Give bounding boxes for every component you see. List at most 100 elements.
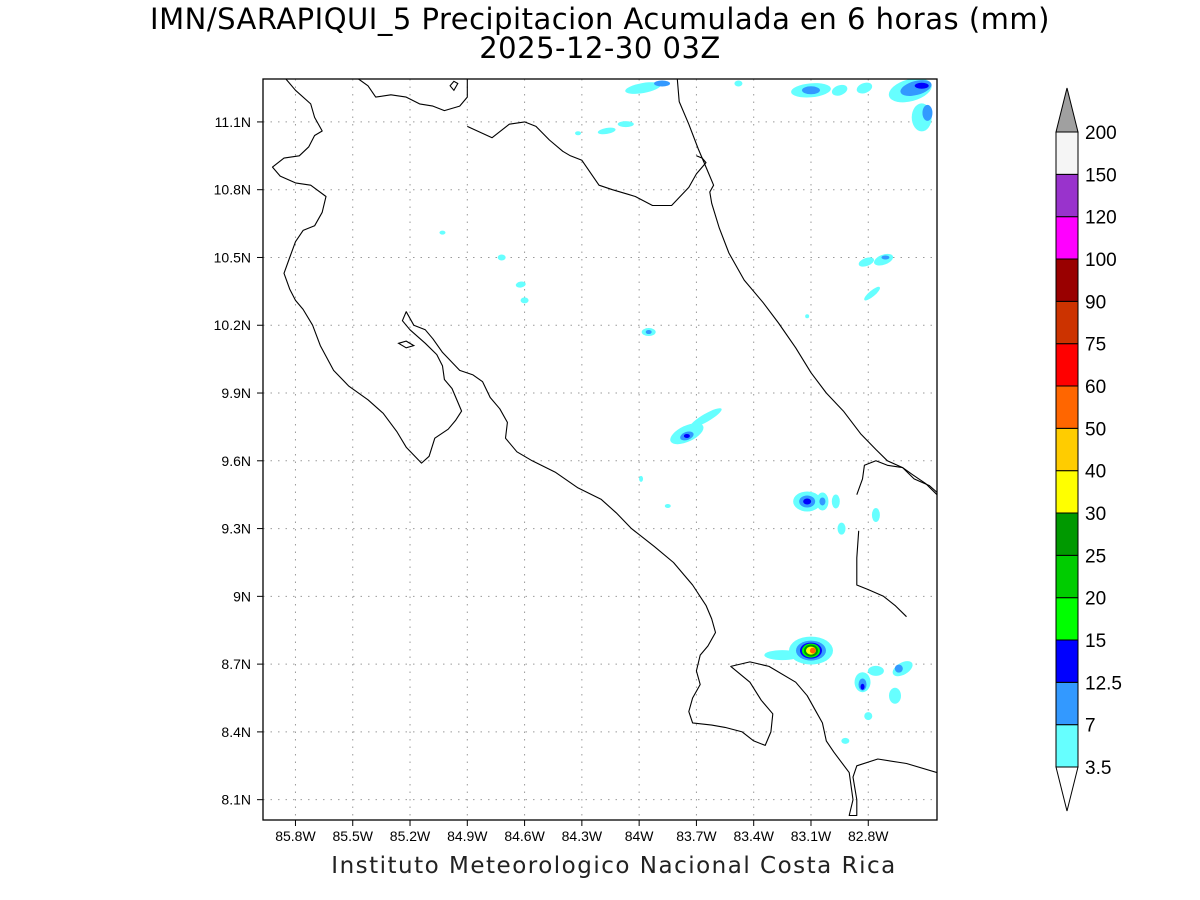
- lat-tick-label: 9N: [233, 588, 251, 604]
- colorbar-label: 20: [1085, 589, 1106, 610]
- plot-frame: [262, 78, 938, 821]
- lat-tick-label: 10.2N: [214, 317, 251, 333]
- map-timestamp: 2025-12-30 03Z: [479, 31, 721, 65]
- island-outline: [449, 80, 459, 92]
- coastline: [676, 79, 937, 493]
- colorbar-swatch: [1055, 597, 1079, 641]
- colorbar-label: 40: [1085, 462, 1106, 483]
- precip-cell: [864, 286, 880, 301]
- lat-tick-label: 10.8N: [214, 182, 251, 198]
- lon-tick-label: 83.1W: [791, 828, 832, 844]
- precip-cell: [819, 497, 826, 506]
- precip-cell: [664, 503, 671, 508]
- colorbar-legend: 3.5 7 12.5 15 20 25 30 40 50 60 75 90 100 120 150 200: [1055, 87, 1122, 812]
- colorbar-label: 25: [1085, 546, 1106, 567]
- lon-tick-label: 83.7W: [676, 828, 717, 844]
- precip-cell: [803, 498, 812, 505]
- lon-tick-label: 83.4W: [733, 828, 774, 844]
- precip-cell: [831, 84, 848, 96]
- lat-tick-label: 8.4N: [221, 724, 251, 740]
- coastline: [856, 460, 937, 496]
- coastline: [358, 79, 468, 112]
- precipitation-contours: [439, 79, 933, 744]
- colorbar-label: 15: [1085, 631, 1106, 652]
- precip-cell: [690, 408, 722, 428]
- map-title: IMN/SARAPIQUI_5 Precipitacion Acumulada …: [150, 2, 1050, 36]
- precip-cell: [654, 80, 671, 87]
- graticule-grid: [263, 79, 937, 820]
- precip-cell: [841, 737, 850, 744]
- colorbar-swatch: [1055, 427, 1079, 472]
- colorbar-swatch: [1055, 724, 1079, 768]
- colorbar-swatch: [1055, 300, 1079, 345]
- lon-tick-label: 82.8W: [848, 828, 889, 844]
- precip-cell: [809, 647, 816, 654]
- colorbar-swatch: [1055, 258, 1079, 302]
- precip-cell: [515, 281, 526, 288]
- coastline: [271, 79, 937, 817]
- lat-tick-label: 10.5N: [214, 249, 251, 265]
- precip-cell: [805, 314, 810, 319]
- coastline-boundaries: [271, 79, 937, 817]
- colorbar-swatch: [1055, 173, 1079, 218]
- island-outline: [397, 340, 416, 349]
- precip-cell: [764, 650, 801, 661]
- colorbar-label: 3.5: [1085, 758, 1111, 779]
- precip-cell: [922, 104, 933, 121]
- colorbar-label: 90: [1085, 292, 1106, 313]
- colorbar-label: 30: [1085, 504, 1106, 525]
- precip-cell: [858, 257, 874, 267]
- lon-tick-label: 85.8W: [275, 828, 316, 844]
- precip-cell: [894, 664, 903, 673]
- precip-cell: [625, 82, 661, 94]
- lon-tick-label: 84.3W: [562, 828, 603, 844]
- precip-cell: [597, 127, 616, 135]
- precip-cell: [864, 712, 873, 721]
- colorbar-swatch: [1055, 216, 1079, 260]
- precip-cell: [881, 255, 890, 260]
- colorbar-swatch: [1055, 385, 1079, 429]
- colorbar-swatch: [1055, 131, 1079, 175]
- precip-cell: [439, 230, 446, 235]
- colorbar-swatch: [1055, 470, 1079, 514]
- precip-cell: [497, 254, 506, 261]
- coastline: [467, 121, 707, 207]
- precip-cell: [867, 665, 884, 676]
- lat-tick-label: 9.6N: [221, 453, 251, 469]
- latitude-axis: 11.1N 10.8N 10.5N 10.2N 9.9N 9.6N 9.3N 9N 8.7N 8.…: [214, 114, 263, 808]
- colorbar-label: 7: [1085, 716, 1096, 737]
- lat-tick-label: 9.3N: [221, 521, 251, 537]
- colorbar-label: 50: [1085, 419, 1106, 440]
- colorbar-label: 100: [1085, 250, 1117, 271]
- colorbar-label: 150: [1085, 165, 1117, 186]
- lon-tick-label: 85.5W: [333, 828, 374, 844]
- colorbar-under-triangle: [1055, 766, 1079, 812]
- lat-tick-label: 8.1N: [221, 792, 251, 808]
- lon-tick-label: 84.9W: [447, 828, 488, 844]
- precip-cell: [617, 121, 634, 128]
- lon-tick-label: 85.2W: [390, 828, 431, 844]
- precip-cell: [831, 494, 840, 509]
- colorbar-swatch: [1055, 343, 1079, 387]
- precip-cell: [873, 253, 894, 266]
- precip-cell: [914, 82, 929, 89]
- colorbar-swatch: [1055, 639, 1079, 683]
- colorbar-swatch: [1055, 681, 1079, 726]
- precip-cell: [639, 475, 644, 482]
- colorbar-label: 12.5: [1085, 673, 1122, 694]
- colorbar-label: 200: [1085, 123, 1117, 144]
- precip-cell: [856, 82, 873, 94]
- lon-tick-label: 84.6W: [504, 828, 545, 844]
- precip-cell: [575, 131, 582, 136]
- precip-cell: [801, 86, 820, 95]
- colorbar-swatch: [1055, 512, 1079, 556]
- colorbar-label: 75: [1085, 335, 1106, 356]
- colorbar-swatch: [1055, 554, 1079, 599]
- precip-cell: [734, 80, 743, 87]
- lat-tick-label: 9.9N: [221, 385, 251, 401]
- precip-cell: [888, 687, 901, 704]
- lat-tick-label: 8.7N: [221, 656, 251, 672]
- colorbar-label: 120: [1085, 208, 1117, 229]
- colorbar-label: 60: [1085, 377, 1106, 398]
